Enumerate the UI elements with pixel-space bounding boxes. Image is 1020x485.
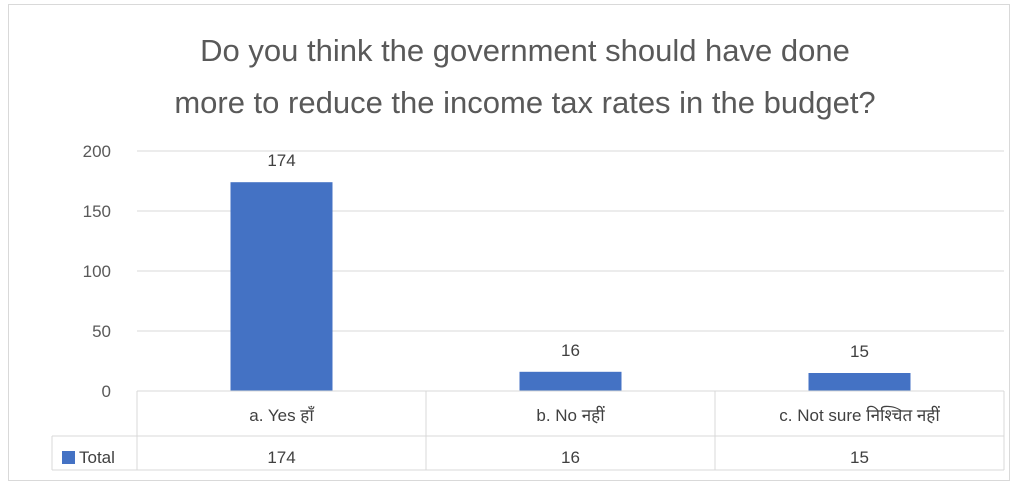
table-value: 15	[850, 448, 869, 467]
data-labels: 174 16 15	[267, 151, 869, 361]
y-tick-label: 200	[83, 142, 111, 161]
bars	[230, 182, 911, 391]
y-axis-tick-labels: 0 50 100 150 200	[83, 142, 111, 401]
category-label: b. No नहीं	[536, 405, 605, 425]
chart-title-line-1: Do you think the government should have …	[200, 33, 850, 68]
legend-swatch	[62, 451, 75, 464]
category-label: c. Not sure निश्चित नहीं	[779, 405, 940, 425]
table-value: 16	[561, 448, 580, 467]
legend-label: Total	[79, 448, 115, 467]
chart-title: Do you think the government should have …	[174, 33, 875, 120]
data-table-values: 174 16 15	[267, 448, 869, 467]
y-tick-label: 50	[92, 322, 111, 341]
y-tick-label: 150	[83, 202, 111, 221]
table-value: 174	[267, 448, 295, 467]
data-label: 174	[267, 151, 295, 170]
data-table-grid	[51, 390, 1005, 471]
bar	[519, 371, 622, 391]
y-tick-label: 100	[83, 262, 111, 281]
bar	[808, 373, 911, 391]
data-label: 15	[850, 342, 869, 361]
category-label: a. Yes हाँ	[249, 405, 314, 425]
y-tick-label: 0	[102, 382, 111, 401]
data-label: 16	[561, 341, 580, 360]
category-labels: a. Yes हाँ b. No नहीं c. Not sure निश्चित …	[249, 405, 940, 425]
bar	[230, 182, 333, 391]
chart-title-line-2: more to reduce the income tax rates in t…	[174, 85, 875, 120]
chart-frame	[8, 4, 1010, 481]
legend: Total	[62, 448, 115, 467]
